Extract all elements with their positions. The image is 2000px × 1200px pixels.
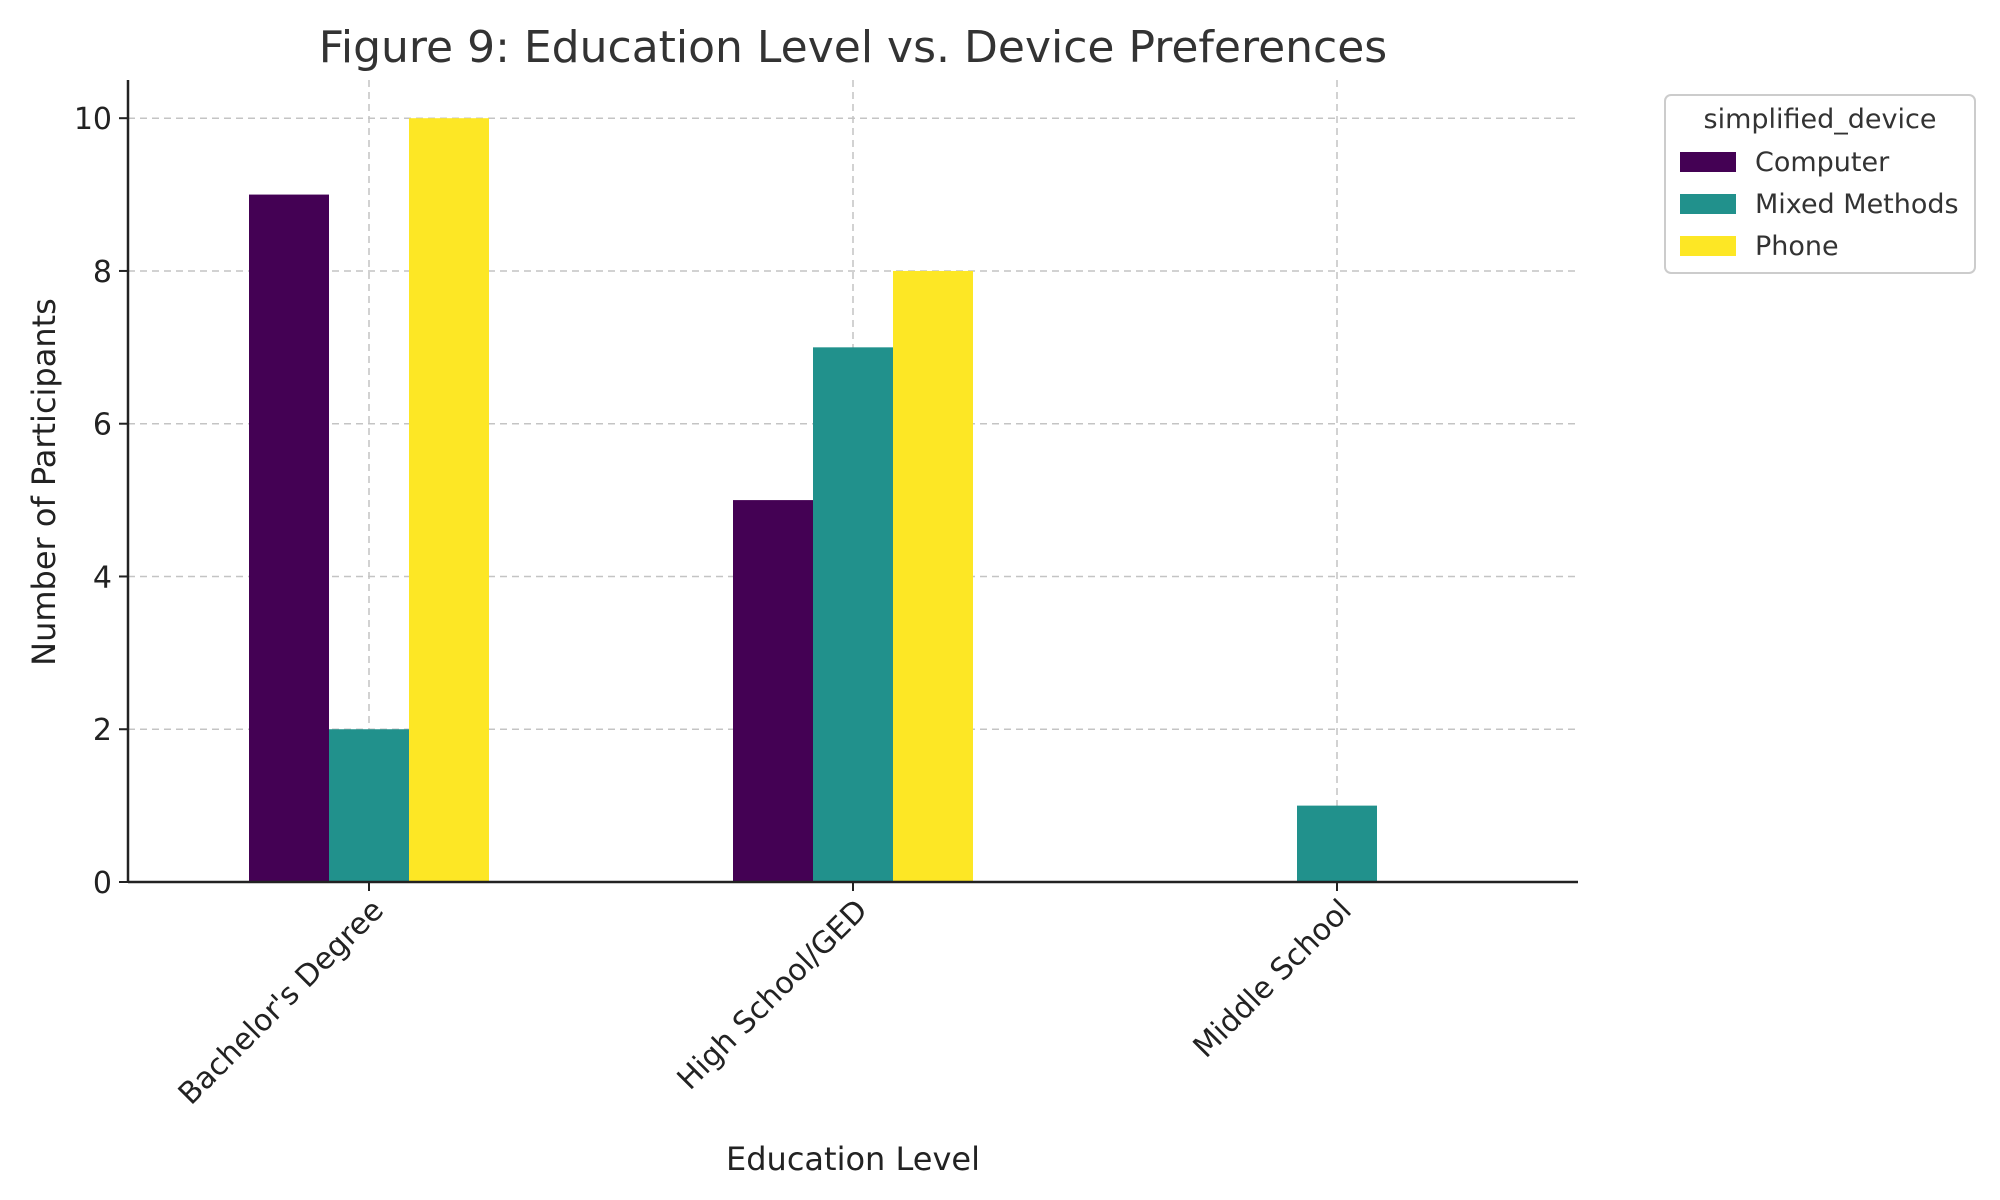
y-tick-label: 10 <box>74 102 112 137</box>
bar <box>249 194 329 883</box>
y-tick-label: 6 <box>93 408 112 443</box>
x-tick-label: High School/GED <box>671 893 875 1097</box>
bar <box>1297 805 1377 882</box>
legend-label: Phone <box>1755 231 1839 262</box>
bar <box>409 118 489 882</box>
bar <box>893 270 973 882</box>
bar <box>733 500 813 882</box>
x-axis-label: Education Level <box>726 1140 980 1178</box>
legend-swatch <box>1680 152 1736 172</box>
x-tick-label: Bachelor's Degree <box>172 893 391 1112</box>
y-tick-label: 4 <box>93 560 112 595</box>
bar <box>813 347 893 882</box>
legend-items: Computer Mixed Methods Phone <box>1680 147 1959 262</box>
y-tick-label: 2 <box>93 713 112 748</box>
bar <box>329 729 409 882</box>
legend-label: Computer <box>1755 147 1890 178</box>
y-axis-label: Number of Participants <box>25 298 63 666</box>
legend: simplified_device Computer Mixed Methods P… <box>1664 94 1976 274</box>
y-tick-label: 0 <box>93 866 112 901</box>
legend-title: simplified_device <box>1704 104 1937 135</box>
legend-swatch <box>1680 236 1736 256</box>
legend-label: Mixed Methods <box>1755 189 1959 220</box>
bars-layer <box>249 118 1377 883</box>
legend-frame <box>1664 94 1976 274</box>
legend-swatch <box>1680 194 1736 214</box>
x-tick-label: Middle School <box>1187 893 1359 1065</box>
y-tick-label: 8 <box>93 255 112 290</box>
chart-title: Figure 9: Education Level vs. Device Pre… <box>319 22 1387 73</box>
